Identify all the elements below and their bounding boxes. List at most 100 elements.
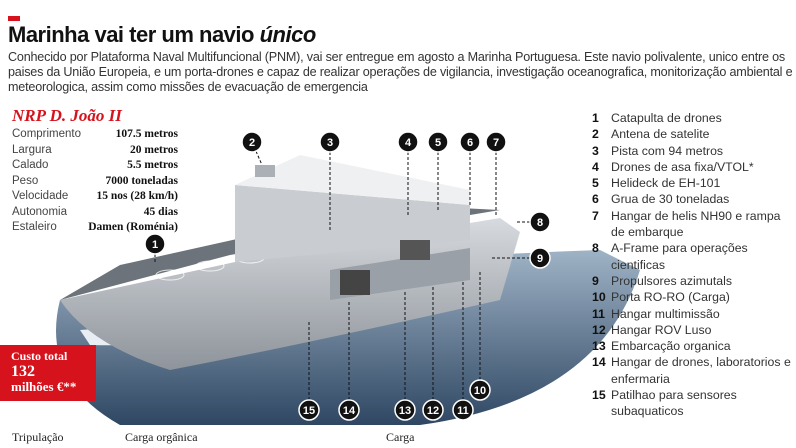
legend-item: 8 A-Frame para operações cientificas	[592, 240, 796, 273]
callout-number: 9	[537, 253, 543, 265]
callout-number: 11	[457, 405, 469, 417]
legend-item: 10 Porta RO-RO (Carga)	[592, 289, 796, 305]
legend-number: 15	[592, 388, 606, 403]
spec-value: 45 dias	[143, 205, 178, 218]
legend-text: Helideck de EH-101	[611, 176, 721, 191]
legend-text: Drones de asa fixa/VTOL*	[611, 159, 754, 174]
callout-number: 6	[467, 137, 473, 149]
legend-text: Catapulta de drones	[611, 111, 722, 125]
legend-text: Hangar de drones, laboratorios e enferma…	[611, 355, 791, 386]
callout-number: 5	[435, 137, 441, 149]
spec-value: 7000 toneladas	[105, 174, 178, 187]
legend-number: 10	[592, 290, 606, 305]
legend-number: 9	[592, 273, 599, 288]
legend-item: 6 Grua de 30 toneladas	[592, 191, 796, 207]
callout-number: 8	[537, 217, 543, 229]
legend-item: 4 Drones de asa fixa/VTOL*	[592, 159, 796, 175]
legend-item: 1 Catapulta de drones	[592, 110, 796, 126]
legend-item: 13 Embarcação organica	[592, 338, 796, 354]
callout-marker-14: 14	[338, 300, 360, 421]
legend-item: 3 Pista com 94 metros	[592, 143, 796, 159]
section-tag	[8, 16, 20, 21]
legend-item: 14 Hangar de drones, laboratorios e enfer…	[592, 354, 796, 387]
cost-label: Custo total	[11, 349, 68, 363]
callout-number: 7	[493, 137, 499, 149]
spec-value: Damen (Roménia)	[88, 221, 178, 233]
page-title: Marinha vai ter um navio único	[8, 22, 316, 47]
legend-number: 13	[592, 339, 606, 354]
legend-number: 11	[592, 306, 605, 321]
spec-label: Largura	[12, 143, 52, 156]
spec-label: Comprimento	[12, 128, 82, 140]
callout-marker-13: 13	[394, 290, 416, 421]
legend-number: 5	[592, 176, 599, 191]
legend-number: 2	[592, 127, 599, 142]
callout-marker-9: 9	[490, 247, 551, 269]
legend-text: Grua de 30 toneladas	[611, 192, 730, 207]
spec-value: 5.5 metros	[127, 159, 178, 171]
spec-row: Comprimento 107.5 metros	[12, 127, 178, 143]
spec-value: 107.5 metros	[115, 128, 178, 140]
callout-marker-10: 10	[469, 270, 491, 401]
legend-text: Antena de satelite	[611, 127, 710, 142]
legend-text: Hangar multimissão	[611, 306, 720, 321]
ship-name: NRP D. João II	[12, 106, 122, 125]
legend-number: 1	[592, 111, 599, 125]
legend-text: Embarcação organica	[611, 339, 731, 354]
lead-paragraph: Conhecido por Plataforma Naval Multifunc…	[8, 50, 793, 94]
callout-number: 4	[405, 137, 412, 149]
callout-number: 14	[343, 405, 356, 417]
callout-number: 15	[303, 405, 315, 417]
callout-marker-11: 11	[452, 280, 474, 421]
legend-number: 6	[592, 192, 599, 207]
legend-item: 2 Antena de satelite	[592, 126, 796, 142]
ship-illustration	[56, 155, 640, 425]
spec-label: Velocidade	[12, 190, 69, 202]
spec-row: Calado 5.5 metros	[12, 158, 178, 174]
callout-number: 13	[399, 405, 411, 417]
cargo-label: Carga	[386, 430, 415, 444]
spec-value: 15 nos (28 km/h)	[96, 190, 178, 202]
legend-item: 5 Helideck de EH-101	[592, 175, 796, 191]
legend-number: 7	[592, 208, 599, 223]
callout-marker-7: 7	[485, 131, 507, 215]
cost-unit: milhões €**	[11, 379, 77, 394]
legend-text: Hangar de helis NH90 e rampa de embarque	[611, 208, 781, 240]
spec-row: Estaleiro Damen (Roménia)	[12, 220, 178, 236]
legend-item: 15 Patilhao para sensores subaquaticos	[592, 387, 796, 420]
callout-number: 1	[152, 239, 158, 251]
legend-text: A-Frame para operações cientificas	[611, 241, 748, 272]
callout-marker-8: 8	[515, 211, 551, 233]
callout-number: 3	[327, 137, 333, 149]
spec-label: Estaleiro	[12, 221, 57, 233]
spec-row: Velocidade 15 nos (28 km/h)	[12, 189, 178, 205]
legend-item: 11 Hangar multimissão	[592, 306, 796, 322]
legend-number: 4	[592, 159, 599, 174]
callout-marker-1: 1	[144, 233, 166, 262]
callout-marker-6: 6	[459, 131, 481, 205]
legend-number: 14	[592, 355, 606, 370]
callout-marker-2: 2	[241, 131, 263, 166]
spec-row: Largura 20 metros	[12, 143, 178, 159]
cost-box: Custo total 132 milhões €**	[0, 345, 96, 401]
legend-number: 8	[592, 241, 599, 256]
legend-text: Propulsores azimutals	[611, 273, 732, 288]
callout-marker-5: 5	[427, 131, 449, 210]
spec-row: Peso 7000 toneladas	[12, 174, 178, 190]
spec-label: Autonomia	[12, 205, 67, 218]
legend-text: Hangar ROV Luso	[611, 322, 712, 337]
ship-specs: Comprimento 107.5 metros Largura 20 metros C…	[12, 127, 178, 236]
legend-item: 12 Hangar ROV Luso	[592, 322, 796, 338]
callout-marker-4: 4	[397, 131, 419, 215]
spec-value: 20 metros	[129, 143, 178, 156]
legend-item: 9 Propulsores azimutals	[592, 273, 796, 289]
spec-row: Autonomia 45 dias	[12, 205, 178, 221]
legend-text: Patilhao para sensores subaquaticos	[611, 388, 737, 419]
legend-text: Porta RO-RO (Carga)	[611, 290, 730, 305]
organic-cargo-label: Carga orgânica	[125, 430, 198, 444]
legend-list: 1 Catapulta de drones 2 Antena de satelite 3…	[592, 110, 796, 420]
legend-number: 3	[592, 143, 599, 158]
crew-label: Tripulação	[12, 430, 64, 444]
callout-number: 12	[427, 405, 439, 417]
